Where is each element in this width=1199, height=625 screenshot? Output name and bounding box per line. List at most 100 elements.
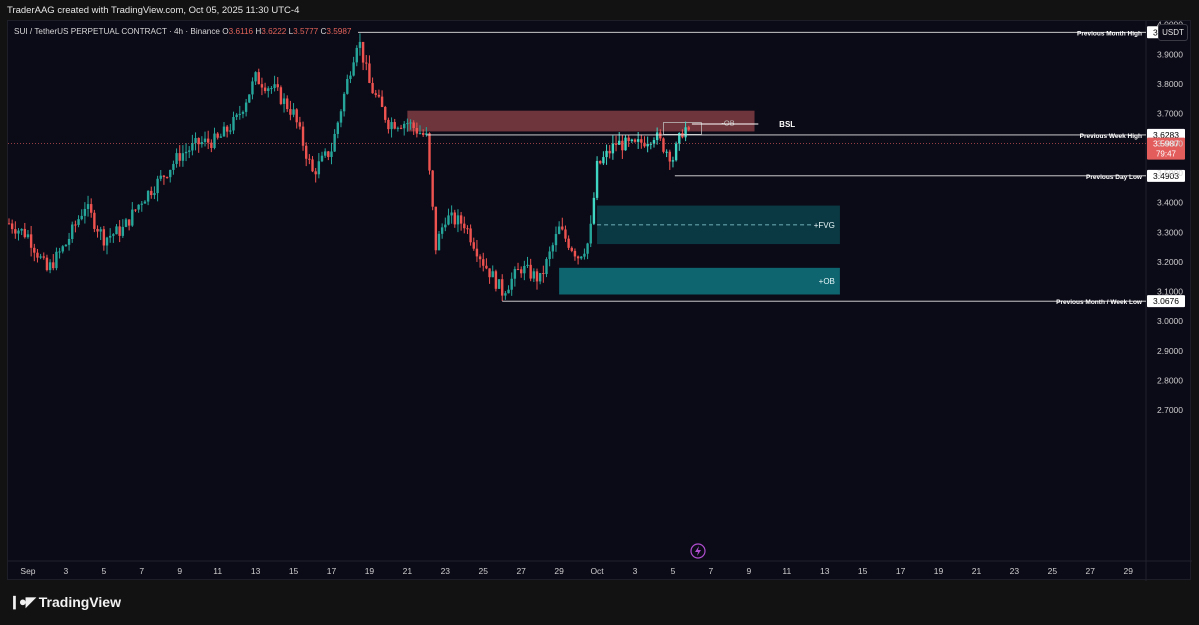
time-tick-label: 19 [934,566,944,576]
candle-body [434,206,438,251]
candle-body [608,150,611,154]
zone-bearish-ob [407,110,755,132]
candle-body [403,123,406,129]
price-tick-label: 2.7000 [1157,405,1183,415]
candle-body [655,132,659,141]
candle-body [418,133,422,135]
candle-body [127,219,131,226]
candle-body [181,153,185,161]
chart-panel[interactable]: +FVG +OB -OB BSL Previous Month High3.9744P… [7,20,1192,581]
time-tick-label: 11 [782,566,791,576]
candle-body [463,223,466,229]
time-tick-label: 5 [671,566,676,576]
candle-body [200,141,204,145]
candle-body [298,122,302,127]
candle-body [447,215,450,225]
candle-body [355,47,358,63]
candle-body [304,145,308,159]
candle-body [64,244,68,247]
time-tick-label: 15 [289,566,299,576]
level-price-value: 3.4903 [1153,171,1179,181]
time-tick-label: 23 [441,566,451,576]
candle-body [671,160,675,162]
candle-body [206,138,210,143]
candle-body [165,177,169,179]
time-tick-label: 3 [633,566,638,576]
candle-body [649,143,653,145]
currency-button[interactable]: USDT [1158,24,1188,41]
candle-body [605,150,608,158]
time-tick-label: 3 [64,566,69,576]
time-tick-label: 9 [746,566,751,576]
level-price-value: 3.0676 [1153,296,1179,306]
level-label: Previous Month High [1077,30,1142,37]
candle-body [444,224,447,228]
candle-body [352,62,355,76]
candle-body [213,133,216,148]
candle-body [538,273,542,282]
candle-body [529,264,532,279]
candle-body [238,113,242,115]
candle-body [548,251,551,260]
tradingview-logo-icon: ❙●◤ [9,594,36,609]
bsl-label: BSL [779,120,795,129]
time-tick-label: 25 [479,566,489,576]
candle-body [387,119,390,130]
candle-body [535,271,539,282]
candle-body [99,229,102,232]
zone-bullish-ob [559,267,840,295]
candle-body [589,223,592,244]
time-tick-label: 27 [516,566,526,576]
candle-body [61,246,64,252]
candle-body [586,243,589,254]
candle-body [652,140,656,144]
candle-body [342,93,346,112]
candle-body [674,143,678,161]
candle-body [162,175,166,178]
lightning-icon-bolt [695,546,701,556]
price-tick-label: 3.6000 [1157,138,1183,148]
candle-body [102,229,106,246]
candle-body [308,158,311,160]
time-tick-label: 29 [1123,566,1133,576]
time-tick-label: 17 [896,566,906,576]
price-tick-label: 3.9000 [1157,49,1183,59]
candle-body [292,109,295,115]
candle-body [108,235,112,238]
candle-body [687,127,690,130]
candle-body [504,293,507,296]
candle-body [178,153,181,161]
candle-body [333,133,336,152]
price-chart[interactable]: +FVG +OB -OB BSL Previous Month High3.9744P… [8,21,1192,581]
candle-body [564,229,567,239]
candle-body [580,256,583,259]
candle-body [197,138,200,145]
candle-body [466,228,469,230]
candle-body [48,262,52,271]
candle-body [273,84,276,89]
price-tick-label: 3.4000 [1157,198,1183,208]
candle-body [450,212,453,216]
candle-body [412,122,415,129]
candle-body [121,226,125,236]
candle-body [668,151,671,162]
price-tick-label: 3.2000 [1157,257,1183,267]
time-tick-label: Sep [20,566,35,576]
candle-body [485,265,488,269]
candle-body [191,142,194,151]
price-tick-label: 3.7000 [1157,109,1183,119]
candle-body [276,84,279,88]
candle-body [257,72,260,85]
zone-label: +OB [819,277,835,286]
tradingview-logo[interactable]: ❙●◤ TradingView [9,594,121,610]
candle-body [349,75,352,79]
time-tick-label: Oct [590,566,604,576]
lightning-icon[interactable] [690,543,706,559]
candle-body [507,289,510,294]
candle-body [131,209,134,226]
candle-body [431,170,434,207]
candle-body [368,63,371,83]
candle-body [621,140,624,151]
candle-body [270,88,273,90]
price-tick-label: 3.8000 [1157,79,1183,89]
